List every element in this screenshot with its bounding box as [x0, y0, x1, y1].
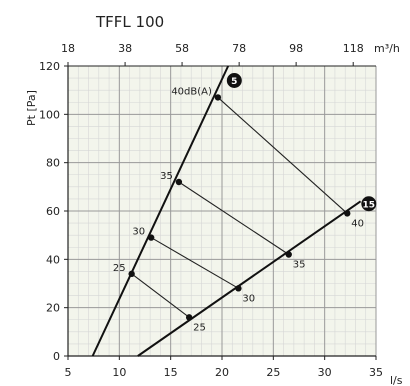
series-badge: [361, 196, 377, 212]
y-tick-label: 40: [46, 253, 60, 266]
x2-tick-label: 18: [61, 42, 75, 55]
y-axis-label: Pt [Pa]: [25, 90, 38, 126]
data-label: 25: [193, 322, 206, 333]
data-label: 40: [351, 218, 364, 229]
data-point: [185, 314, 193, 321]
y-tick-label: 120: [39, 60, 60, 73]
data-markers: 25 25 30 30 35 35 40dB(A) 40 5 15: [113, 73, 377, 333]
x-tick-label: 10: [112, 366, 126, 379]
sound-line-25: [131, 273, 190, 318]
y-tick-label: 100: [39, 108, 60, 121]
series-lines: [91, 65, 362, 357]
series-badge: [226, 73, 242, 88]
axes: [64, 62, 377, 360]
x-tick-label: 20: [215, 366, 229, 379]
data-label: 25: [113, 263, 126, 274]
chart-title: TFFL 100: [95, 13, 164, 31]
sound-lines: [131, 97, 348, 318]
data-point: [235, 285, 242, 292]
x2-axis-label: m³/h: [374, 42, 400, 55]
y-tick-label: 80: [46, 157, 60, 170]
data-point: [344, 210, 351, 217]
x2-tick-label: 58: [175, 42, 189, 55]
data-label: 35: [160, 171, 173, 182]
y-tick-label: 0: [53, 350, 60, 363]
x-axis-label: l/s: [390, 374, 403, 386]
x2-tick-label: 98: [289, 42, 303, 55]
grid: [67, 65, 377, 357]
x-tick-label: 15: [164, 366, 178, 379]
sound-line-35: [178, 181, 290, 255]
data-point: [128, 270, 135, 278]
x-tick-label: 30: [318, 366, 332, 379]
x2-tick-label: 78: [232, 42, 246, 55]
x-tick-label: 5: [65, 366, 72, 379]
y-tick-label: 20: [46, 302, 60, 315]
data-label: 40dB(A): [171, 86, 212, 97]
data-label: 30: [242, 293, 255, 304]
sound-line-40: [217, 97, 348, 214]
y-tick-label: 60: [46, 205, 60, 218]
x-tick-label: 25: [266, 366, 280, 379]
series-line-15: [137, 200, 362, 357]
x2-tick-label: 38: [118, 42, 132, 55]
data-point: [285, 251, 292, 258]
data-point: [175, 178, 183, 186]
data-label: 35: [293, 260, 306, 271]
x2-tick-label: 118: [343, 42, 364, 55]
series-badge-label: 5: [231, 77, 237, 87]
series-line-5: [91, 65, 230, 357]
x-tick-label: 35: [369, 366, 383, 379]
series-badge-label: 15: [363, 200, 376, 210]
data-point: [214, 94, 222, 101]
sound-line-30: [150, 237, 239, 289]
data-label: 30: [132, 227, 145, 238]
data-point: [147, 234, 155, 241]
